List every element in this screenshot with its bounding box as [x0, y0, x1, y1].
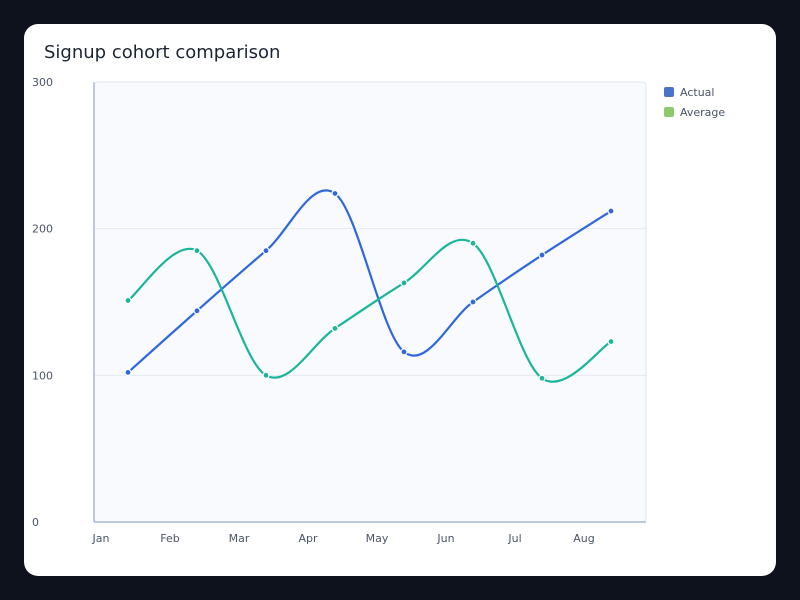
legend-swatch — [664, 107, 674, 117]
y-tick-labels: 0 100 200 300 — [32, 76, 53, 529]
data-point-average — [400, 279, 408, 287]
x-tick-label: Aug — [573, 532, 594, 545]
gridlines — [94, 228, 646, 376]
data-point-average — [469, 239, 477, 247]
data-point-actual — [124, 368, 132, 376]
data-point-actual — [538, 251, 546, 259]
data-point-average — [193, 247, 201, 255]
data-point-average — [538, 374, 546, 382]
legend-item: Actual — [664, 82, 725, 102]
data-point-actual — [331, 189, 339, 198]
chart-title: Signup cohort comparison — [44, 42, 281, 63]
chart-card: Signup cohort comparison 0 100 200 300 Jan F… — [24, 24, 776, 576]
legend-label: Actual — [680, 85, 715, 99]
data-points — [124, 189, 615, 382]
legend-item: Average — [664, 102, 725, 122]
x-tick-label: Jul — [507, 532, 521, 545]
y-tick-label: 100 — [32, 369, 53, 382]
x-tick-labels: Jan Feb Mar Apr May Jun Jul Aug — [92, 532, 595, 545]
series-lines — [126, 189, 613, 383]
data-point-average — [124, 296, 132, 305]
x-tick-label: Apr — [298, 532, 318, 545]
x-tick-label: Jan — [92, 532, 110, 545]
legend-swatch — [664, 87, 674, 97]
x-tick-label: Mar — [229, 532, 250, 545]
series-line-average — [126, 238, 613, 383]
legend: Actual Average — [664, 82, 725, 122]
y-tick-label: 200 — [32, 223, 53, 236]
data-point-actual — [400, 348, 408, 356]
x-tick-label: Jun — [436, 532, 454, 545]
x-tick-label: Feb — [160, 532, 179, 545]
data-point-actual — [262, 247, 270, 255]
x-tick-label: May — [366, 532, 389, 545]
data-point-actual — [193, 307, 201, 315]
legend-label: Average — [680, 105, 726, 119]
data-point-actual — [607, 207, 615, 215]
series-line-actual — [126, 189, 613, 374]
line-chart: 0 100 200 300 Jan Feb Mar Apr May Jun Jul Aug — [32, 76, 647, 545]
data-point-actual — [469, 298, 477, 306]
y-tick-label: 0 — [32, 516, 39, 529]
data-point-average — [607, 338, 615, 346]
data-point-average — [262, 371, 270, 379]
y-tick-label: 300 — [32, 76, 53, 89]
plot-area — [93, 81, 647, 523]
data-point-average — [331, 324, 339, 332]
